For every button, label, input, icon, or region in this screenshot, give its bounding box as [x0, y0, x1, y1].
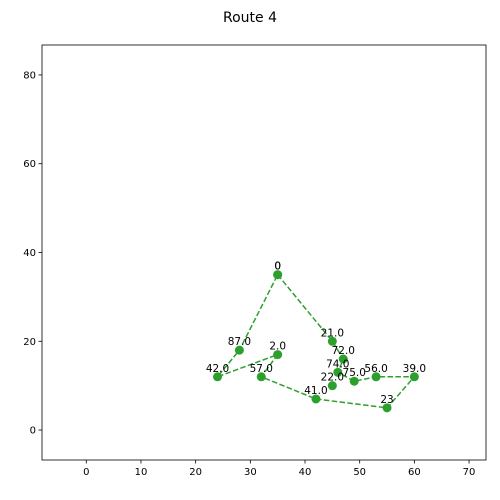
route-line-layer — [215, 274, 417, 409]
point-label: 22.0 — [321, 372, 344, 384]
x-tick-label: 70 — [463, 467, 476, 478]
route-point — [234, 345, 244, 355]
y-tick-label: 60 — [23, 159, 36, 170]
point-label: 75.0 — [343, 367, 366, 379]
x-tick-label: 0 — [83, 467, 89, 478]
x-tick-label: 20 — [189, 467, 202, 478]
x-tick-label: 30 — [244, 467, 257, 478]
x-tick-label: 10 — [135, 467, 148, 478]
route-point — [327, 336, 337, 346]
route-point — [333, 367, 343, 377]
route-point — [273, 350, 283, 360]
point-label: 21.0 — [321, 327, 344, 339]
plot-frame — [41, 44, 487, 461]
route-point — [382, 403, 392, 413]
route-point — [213, 372, 223, 382]
route-point — [256, 372, 266, 382]
chart-title: Route 4 — [223, 10, 277, 26]
route-point — [273, 270, 283, 280]
y-tick-label: 20 — [23, 337, 36, 348]
point-label: 87.0 — [228, 336, 251, 348]
route-point — [371, 372, 381, 382]
point-label: 2.0 — [269, 341, 286, 353]
route-point — [409, 372, 419, 382]
route-point — [327, 381, 337, 391]
point-label: 56.0 — [364, 363, 387, 375]
axes: 0 10 20 30 40 50 60 70 0 20 40 60 80 — [23, 44, 487, 478]
route-point — [311, 394, 321, 404]
point-label: 0 — [274, 261, 281, 273]
point-label: 23 — [380, 394, 393, 406]
y-tick-label: 40 — [23, 248, 36, 259]
x-tick-label: 60 — [408, 467, 421, 478]
y-tick-label: 0 — [30, 426, 36, 437]
route-labels-layer: 0 21.0 72.074.075.056.0 39.0 23 41.0 57.0 2.0 42… — [206, 261, 426, 406]
route-line — [215, 274, 417, 409]
point-label: 42.0 — [206, 363, 229, 375]
point-label: 74.0 — [326, 358, 349, 370]
x-tick-label: 50 — [353, 467, 366, 478]
route-point — [349, 376, 359, 386]
point-label: 57.0 — [250, 363, 273, 375]
point-label: 39.0 — [403, 363, 426, 375]
point-label: 72.0 — [332, 345, 355, 357]
route-point — [338, 354, 348, 364]
point-label: 41.0 — [304, 385, 327, 397]
route-points-layer — [213, 270, 419, 413]
point-label: 0 — [274, 261, 281, 273]
y-tick-label: 80 — [23, 70, 36, 81]
x-tick-label: 40 — [299, 467, 312, 478]
